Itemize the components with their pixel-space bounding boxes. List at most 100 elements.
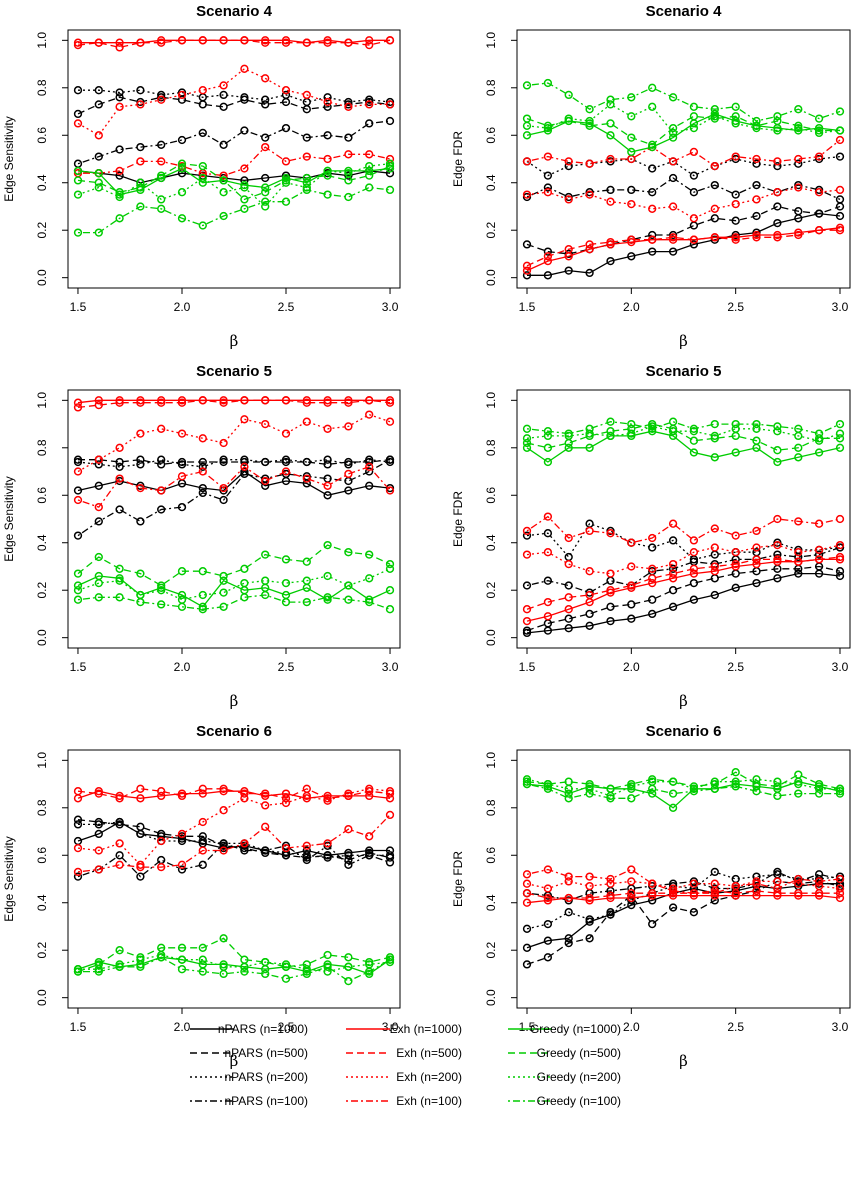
data-point [94,460,103,469]
series-greedy-n100 [73,953,395,986]
series-greedy-n1000 [522,777,845,812]
data-point [281,455,291,464]
data-point [606,119,615,128]
data-point [835,185,845,195]
data-point [689,102,699,111]
series-line [526,113,841,153]
x-tick-label: 2.5 [727,660,744,674]
data-point [323,38,332,47]
data-point [365,595,374,604]
series-line [526,177,841,200]
data-point [835,429,845,438]
data-point [835,107,845,116]
data-point [668,559,678,569]
series-line [526,515,841,544]
data-point [585,789,594,798]
series-line [526,155,841,177]
data-point [648,235,657,244]
data-point [814,519,824,528]
data-point [365,183,374,192]
data-point [115,145,124,154]
data-point [543,271,553,280]
data-point [627,252,636,261]
data-point [752,116,761,126]
data-point [522,943,532,952]
data-point [564,934,573,943]
data-point [344,422,353,431]
data-point [522,271,532,280]
data-point [564,90,573,100]
data-point [689,171,699,180]
data-point [198,817,207,827]
data-point [115,962,124,971]
data-point [814,555,824,564]
data-point [773,446,782,455]
data-point [689,112,699,121]
data-point [773,791,782,801]
data-point [564,581,573,590]
data-point [648,102,657,111]
y-tick-label: 0.6 [35,127,49,144]
data-point [385,858,395,867]
data-point [94,169,103,178]
data-point [648,784,657,793]
data-point [752,195,761,204]
data-point [344,855,353,865]
x-tick-label: 3.0 [832,660,849,674]
legend-entry: Exh (n=1000) [346,1022,462,1036]
data-point [115,192,124,202]
data-point [177,590,187,600]
legend-entry: Exh (n=100) [346,1094,462,1108]
data-point [627,199,636,209]
data-point [648,140,657,149]
data-point [219,455,228,464]
data-point [522,190,532,199]
data-point [627,600,636,609]
data-point [522,424,532,433]
data-point [157,195,166,204]
series-line [526,229,840,267]
y-tick-label: 0.2 [35,582,49,599]
data-point [157,486,166,495]
data-point [627,889,636,898]
data-point [606,602,615,611]
data-point [668,564,678,573]
data-point [115,505,124,514]
data-point [668,803,678,812]
data-point [794,180,803,190]
data-point [94,38,103,47]
data-point [219,396,228,405]
data-point [323,190,332,199]
data-point [94,593,103,602]
series-greedy-n500 [73,540,395,590]
data-point [281,578,291,588]
data-point [689,424,699,433]
data-point [365,100,374,109]
data-point [281,555,291,564]
data-point [794,424,803,433]
data-point [385,953,395,962]
data-point [94,396,103,405]
data-point [543,512,553,521]
data-point [157,953,166,962]
data-point [302,576,311,585]
y-axis-label: Edge FDR [451,851,465,907]
data-point [261,142,270,152]
data-point [710,562,719,571]
data-point [648,247,657,256]
data-point [814,152,824,161]
data-point [773,867,782,877]
series-line [526,871,841,902]
data-point [219,90,228,100]
y-tick-label: 0.8 [484,439,498,456]
data-point [731,424,740,433]
data-point [115,88,124,97]
data-point [344,953,353,962]
data-point [344,38,353,47]
legend-entry: Greedy (n=100) [508,1094,621,1108]
data-point [648,775,657,784]
data-point [115,171,124,180]
data-point [689,908,699,917]
data-point [73,967,83,976]
data-point [323,595,332,604]
